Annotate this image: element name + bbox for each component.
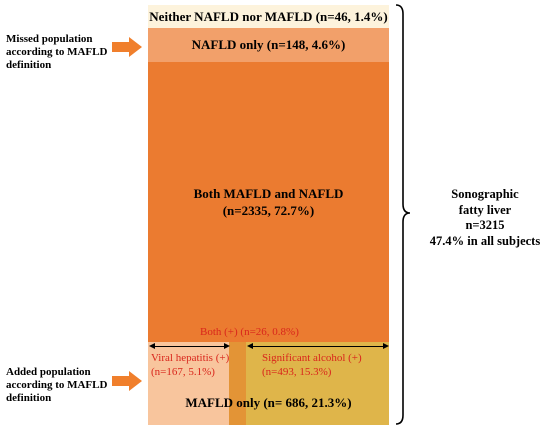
right-line-3: n=3215	[465, 218, 505, 232]
added-line-1: Added population	[6, 366, 91, 378]
nafld-only-label: NAFLD only (n=148, 4.6%)	[191, 37, 346, 52]
both-plus-block	[229, 342, 246, 425]
both-label: Both MAFLD and NAFLD	[193, 186, 344, 201]
viral-arrow-right-icon	[224, 343, 230, 349]
neither-label: Neither NAFLD nor MAFLD (n=46, 1.4%)	[149, 8, 388, 24]
alcohol-arrow-left-icon	[247, 343, 253, 349]
added-line-2: according to MAFLD	[6, 379, 108, 391]
added-arrow-icon	[112, 371, 142, 391]
both-block: Both MAFLD and NAFLD (n=2335, 72.7%)	[148, 62, 389, 342]
viral-arrow-left-icon	[149, 343, 155, 349]
mafld-only-label: MAFLD only (n= 686, 21.3%)	[185, 395, 352, 410]
missed-population-label: Missed population according to MAFLD def…	[6, 33, 107, 72]
alcohol-line-1: Significant alcohol (+)	[262, 352, 362, 364]
alcohol-arrow-line	[250, 346, 383, 347]
right-line-1: Sonographic	[451, 187, 519, 201]
right-line-4: 47.4% in all subjects	[429, 233, 541, 248]
added-line-3: definition	[6, 392, 52, 404]
missed-arrow-icon	[112, 37, 142, 57]
viral-arrow-line	[152, 346, 224, 347]
neither-block: Neither NAFLD nor MAFLD (n=46, 1.4%)	[148, 5, 389, 28]
viral-line-1: Viral hepatitis (+)	[151, 352, 230, 364]
both-plus-label: Both (+) (n=26, 0.8%)	[200, 326, 299, 338]
missed-line-3: definition	[6, 59, 52, 71]
both-count: (n=2335, 72.7%)	[222, 203, 315, 218]
added-population-label: Added population according to MAFLD defi…	[6, 366, 107, 405]
sonographic-fatty-liver-label: Sonographic fatty liver n=3215 47.4% in …	[420, 187, 550, 249]
viral-hepatitis-block	[148, 342, 229, 425]
alcohol-arrow-right-icon	[383, 343, 389, 349]
significant-alcohol-block	[246, 342, 389, 425]
alcohol-line-2: (n=493, 15.3%)	[262, 366, 332, 378]
viral-hepatitis-label: Viral hepatitis (+) (n=167, 5.1%)	[151, 351, 229, 379]
significant-alcohol-label: Significant alcohol (+) (n=493, 15.3%)	[262, 351, 362, 379]
right-line-2: fatty liver	[458, 202, 512, 217]
missed-line-2: according to MAFLD	[6, 46, 108, 58]
viral-line-2: (n=167, 5.1%)	[151, 366, 215, 378]
right-brace-icon	[395, 4, 411, 425]
nafld-only-block: NAFLD only (n=148, 4.6%)	[148, 28, 389, 62]
missed-line-1: Missed population	[6, 33, 93, 45]
